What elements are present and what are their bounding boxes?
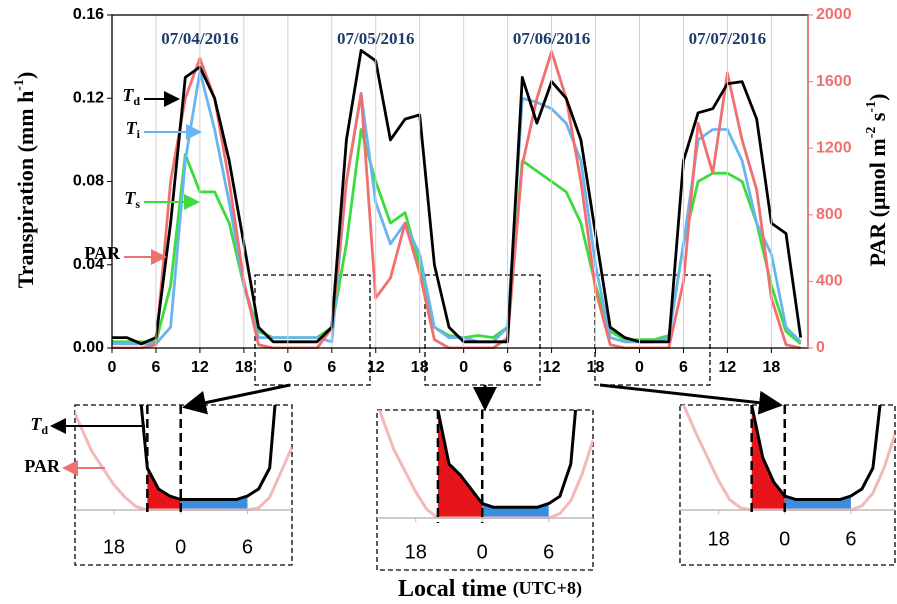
y2-tick-label: 0 [816, 339, 825, 356]
x-title-note: (UTC+8) [513, 578, 582, 599]
y2-title-sup: -1 [864, 101, 879, 113]
legend-name: T [122, 85, 134, 105]
zoom-box [254, 274, 371, 386]
legend-name: PAR [84, 243, 121, 263]
date-label: 07/04/2016 [161, 29, 238, 48]
y-title-text: Transpiration (mm h [13, 91, 38, 289]
y2-tick-label: 400 [816, 273, 843, 290]
legend-label: PAR [84, 243, 121, 263]
x-axis-title: Local time (UTC+8) [398, 576, 582, 602]
x-tick-label: 18 [235, 359, 253, 376]
legend-label: PAR [24, 456, 61, 476]
night-fill-before-midnight [437, 410, 483, 518]
x-title-text: Local time [398, 576, 507, 602]
y2-tick-label: 2000 [816, 6, 852, 23]
inset-frame [376, 409, 594, 571]
series-line [112, 69, 802, 346]
x-tick-label: 18 [405, 541, 427, 563]
y2-tick-label: 800 [816, 206, 843, 223]
x-tick-label: 12 [191, 359, 209, 376]
y-tick-label: 0.00 [73, 339, 104, 356]
plot-frame [111, 14, 809, 349]
x-tick-label: 12 [719, 359, 737, 376]
series-line [112, 50, 802, 349]
plot-layer [682, 405, 895, 511]
inset-frame [74, 404, 293, 566]
x-tick-label: 0 [108, 359, 117, 376]
y2-tick-label: 1200 [816, 139, 852, 156]
night-fill-before-midnight [751, 405, 785, 510]
plot-layer [112, 49, 803, 349]
night-fill-before-midnight [147, 468, 181, 510]
date-label: 07/06/2016 [513, 29, 590, 48]
zoom-arrow [599, 383, 783, 415]
y2-title-text: ) [865, 94, 890, 101]
x-tick-label: 12 [543, 359, 561, 376]
y-tick-label: 0.08 [73, 173, 104, 190]
y-tick-label: 0.12 [73, 89, 104, 106]
inset-frame [679, 404, 896, 566]
y2-title-text: PAR (μmol m [865, 138, 890, 266]
x-tick-label: 18 [411, 359, 429, 376]
series-line [112, 128, 802, 345]
y2-title-sup: -2 [864, 127, 879, 139]
legend-name: PAR [24, 456, 61, 476]
zoom-arrow [182, 383, 291, 415]
legend-sub: s [135, 197, 140, 211]
y-tick-label: 0.04 [73, 256, 104, 273]
x-tick-label: 0 [459, 359, 468, 376]
y-axis-title: Transpiration (mm h-1) [12, 72, 38, 289]
x-tick-label: 6 [327, 359, 336, 376]
x-tick-label: 6 [543, 541, 554, 563]
zoom-box [594, 274, 711, 386]
x-tick-label: 6 [845, 528, 856, 550]
x-tick-label: 18 [587, 359, 605, 376]
y2-axis-title: PAR (μmol m-2 s-1) [864, 94, 890, 267]
x-tick-label: 0 [779, 528, 790, 550]
x-tick-label: 6 [503, 359, 512, 376]
series-line [436, 410, 578, 509]
x-tick-label: 6 [242, 536, 253, 558]
legend-label: Ti [126, 118, 141, 141]
series-line [139, 405, 277, 501]
legend-sub: d [133, 94, 140, 108]
legend-label: Ts [124, 188, 140, 211]
legend-label: Td [122, 85, 140, 108]
y-title-sup: -1 [12, 79, 27, 91]
legend-label: Td [30, 414, 48, 437]
x-tick-label: 12 [367, 359, 385, 376]
y-tick-label: 0.16 [73, 6, 104, 23]
x-tick-label: 6 [679, 359, 688, 376]
legend-sub: i [137, 127, 141, 141]
x-tick-label: 6 [152, 359, 161, 376]
x-tick-label: 0 [283, 359, 292, 376]
x-tick-label: 18 [103, 536, 125, 558]
x-tick-label: 0 [477, 541, 488, 563]
x-tick-label: 18 [707, 528, 729, 550]
date-label: 07/07/2016 [689, 29, 766, 48]
y-title-text: ) [13, 72, 38, 79]
legend-sub: d [41, 423, 48, 437]
y2-title-text: s [865, 112, 890, 127]
legend-name: T [124, 188, 136, 208]
date-label: 07/05/2016 [337, 29, 414, 48]
series-line [112, 49, 803, 346]
x-tick-label: 0 [635, 359, 644, 376]
series-line [750, 405, 882, 501]
legend-name: T [30, 414, 42, 434]
zoom-box [424, 274, 541, 386]
x-tick-label: 18 [762, 359, 780, 376]
y2-tick-label: 1600 [816, 73, 852, 90]
legend-name: T [126, 118, 138, 138]
x-tick-label: 0 [175, 536, 186, 558]
